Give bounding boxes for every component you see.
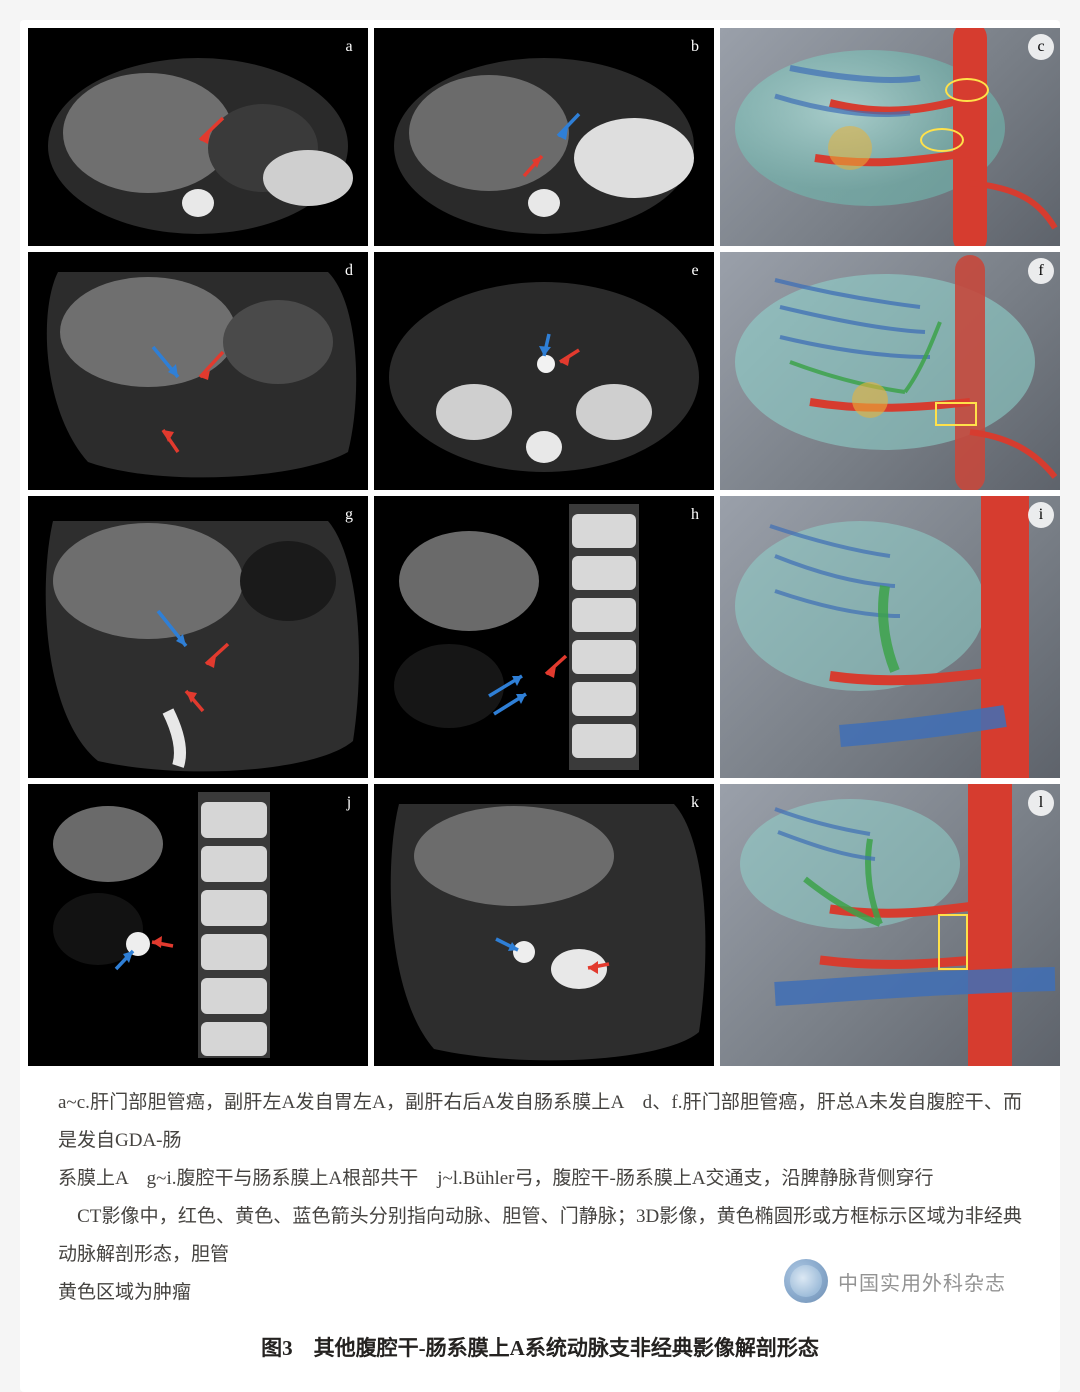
ct-image-placeholder <box>28 784 368 1066</box>
watermark-text: 中国实用外科杂志 <box>838 1267 1006 1296</box>
panel-label: b <box>682 34 708 60</box>
highlight-ellipse <box>920 128 964 152</box>
panel-label-text: i <box>1039 506 1043 524</box>
panel-label: l <box>1028 790 1054 816</box>
ct-image-placeholder <box>374 28 714 246</box>
panel-label-text: a <box>345 38 352 56</box>
render-image-placeholder <box>720 28 1060 246</box>
panel-label-text: f <box>1038 262 1043 280</box>
panel-label: d <box>336 258 362 284</box>
figure-container: a b <box>20 20 1060 1392</box>
panel-k: k <box>374 784 714 1066</box>
highlight-box <box>938 914 968 970</box>
ct-image-placeholder <box>28 252 368 490</box>
highlight-ellipse <box>945 78 989 102</box>
watermark-logo-icon <box>784 1259 828 1303</box>
ct-image-placeholder <box>28 28 368 246</box>
panel-label: c <box>1028 34 1054 60</box>
panel-label-text: d <box>345 262 353 280</box>
panel-label-text: j <box>347 794 351 812</box>
panel-label-text: l <box>1039 794 1043 812</box>
panel-label: h <box>682 502 708 528</box>
panel-d: d <box>28 252 368 490</box>
ct-image-placeholder <box>374 496 714 778</box>
panel-label: i <box>1028 502 1054 528</box>
caption-line: 系膜上A g~i.腹腔干与肠系膜上A根部共干 j~l.Bühler弓，腹腔干-肠… <box>58 1160 1022 1198</box>
panel-label: g <box>336 502 362 528</box>
render-image-placeholder <box>720 496 1060 778</box>
panel-label-text: b <box>691 38 699 56</box>
panel-label-text: g <box>345 506 353 524</box>
panel-a: a <box>28 28 368 246</box>
ct-image-placeholder <box>28 496 368 778</box>
page: a b <box>0 20 1080 1345</box>
panel-label: e <box>682 258 708 284</box>
figure-title: 图3 其他腹腔干-肠系膜上A系统动脉支非经典影像解剖形态 <box>28 1320 1052 1384</box>
panel-j: j <box>28 784 368 1066</box>
panel-label: f <box>1028 258 1054 284</box>
panel-label: j <box>336 790 362 816</box>
panel-g: g <box>28 496 368 778</box>
panel-b: b <box>374 28 714 246</box>
watermark: 中国实用外科杂志 <box>784 1259 1006 1303</box>
panel-c: c <box>720 28 1060 246</box>
render-image-placeholder <box>720 252 1060 490</box>
panel-grid: a b <box>28 28 1052 1066</box>
panel-e: e <box>374 252 714 490</box>
panel-f: f <box>720 252 1060 490</box>
panel-label-text: h <box>691 506 699 524</box>
ct-image-placeholder <box>374 252 714 490</box>
panel-i: i <box>720 496 1060 778</box>
panel-label-text: k <box>691 794 699 812</box>
highlight-box <box>935 402 977 426</box>
panel-label-text: e <box>691 262 698 280</box>
panel-label: k <box>682 790 708 816</box>
render-image-placeholder <box>720 784 1060 1066</box>
ct-image-placeholder <box>374 784 714 1066</box>
panel-label-text: c <box>1037 38 1044 56</box>
panel-h: h <box>374 496 714 778</box>
panel-l: l <box>720 784 1060 1066</box>
panel-label: a <box>336 34 362 60</box>
caption-line: a~c.肝门部胆管癌，副肝左A发自胃左A，副肝右后A发自肠系膜上A d、f.肝门… <box>58 1084 1022 1160</box>
